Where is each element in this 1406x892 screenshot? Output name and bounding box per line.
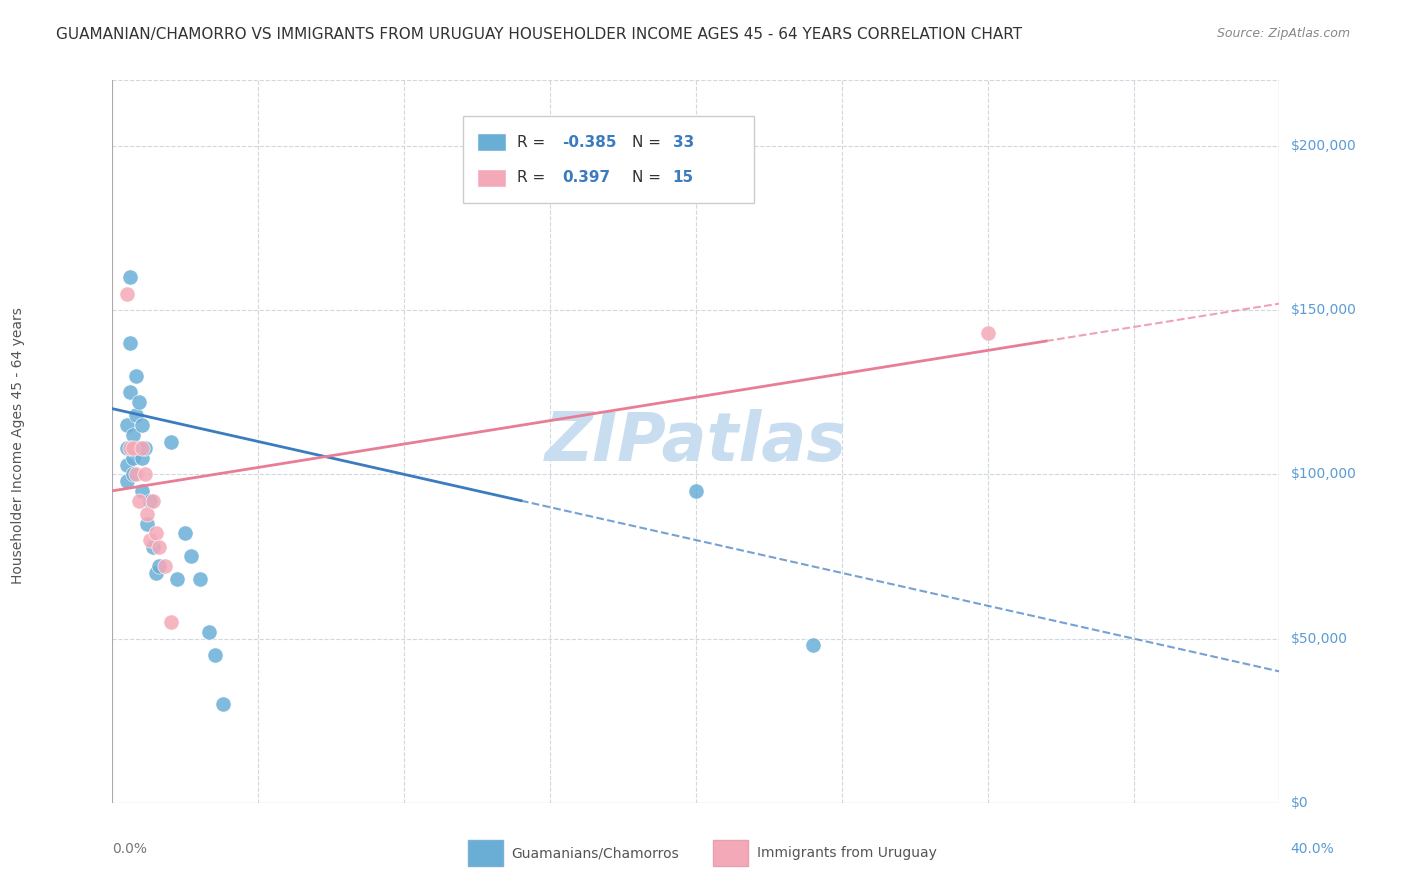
- Point: [801, 638, 824, 652]
- Text: Immigrants from Uruguay: Immigrants from Uruguay: [756, 847, 936, 861]
- Point: [142, 540, 165, 554]
- Text: 40.0%: 40.0%: [1291, 842, 1334, 855]
- Point: [115, 458, 138, 472]
- Point: [128, 493, 150, 508]
- Point: [131, 418, 153, 433]
- Text: Source: ZipAtlas.com: Source: ZipAtlas.com: [1216, 27, 1350, 40]
- Point: [128, 395, 150, 409]
- Text: ZIPatlas: ZIPatlas: [546, 409, 846, 475]
- Point: [976, 326, 998, 341]
- FancyBboxPatch shape: [463, 117, 755, 203]
- Text: $50,000: $50,000: [1291, 632, 1347, 646]
- Point: [148, 559, 170, 574]
- Point: [174, 526, 197, 541]
- Point: [197, 625, 219, 640]
- Point: [160, 615, 183, 630]
- Point: [136, 507, 159, 521]
- Point: [125, 467, 148, 482]
- Text: $0: $0: [1291, 796, 1308, 810]
- FancyBboxPatch shape: [713, 840, 748, 866]
- Point: [136, 516, 159, 531]
- Point: [685, 483, 707, 498]
- Point: [115, 474, 138, 488]
- Text: N =: N =: [631, 135, 665, 150]
- Point: [131, 450, 153, 465]
- Text: 33: 33: [672, 135, 695, 150]
- Point: [212, 698, 235, 712]
- FancyBboxPatch shape: [468, 840, 503, 866]
- Text: $100,000: $100,000: [1291, 467, 1357, 482]
- Point: [122, 441, 145, 455]
- Point: [160, 434, 183, 449]
- Point: [188, 573, 211, 587]
- Point: [145, 526, 167, 541]
- Point: [131, 483, 153, 498]
- Point: [142, 493, 165, 508]
- Text: -0.385: -0.385: [562, 135, 616, 150]
- Point: [134, 441, 156, 455]
- Text: R =: R =: [517, 135, 551, 150]
- Point: [118, 336, 141, 351]
- Point: [125, 368, 148, 383]
- Text: 15: 15: [672, 170, 693, 186]
- Point: [139, 493, 162, 508]
- Point: [118, 441, 141, 455]
- Point: [122, 467, 145, 482]
- Point: [122, 428, 145, 442]
- Text: Householder Income Ages 45 - 64 years: Householder Income Ages 45 - 64 years: [11, 308, 25, 584]
- Point: [180, 549, 202, 564]
- Point: [115, 441, 138, 455]
- Point: [139, 533, 162, 547]
- Point: [134, 467, 156, 482]
- Point: [115, 418, 138, 433]
- Point: [131, 441, 153, 455]
- Text: GUAMANIAN/CHAMORRO VS IMMIGRANTS FROM URUGUAY HOUSEHOLDER INCOME AGES 45 - 64 YE: GUAMANIAN/CHAMORRO VS IMMIGRANTS FROM UR…: [56, 27, 1022, 42]
- Text: N =: N =: [631, 170, 665, 186]
- Text: R =: R =: [517, 170, 555, 186]
- Text: $200,000: $200,000: [1291, 139, 1357, 153]
- Point: [115, 286, 138, 301]
- FancyBboxPatch shape: [477, 169, 506, 186]
- Point: [145, 566, 167, 580]
- Point: [118, 385, 141, 400]
- Point: [128, 441, 150, 455]
- Point: [153, 559, 176, 574]
- Text: 0.397: 0.397: [562, 170, 610, 186]
- Point: [122, 450, 145, 465]
- Text: Guamanians/Chamorros: Guamanians/Chamorros: [512, 847, 679, 861]
- Text: $150,000: $150,000: [1291, 303, 1357, 318]
- Text: 0.0%: 0.0%: [112, 842, 148, 855]
- Point: [125, 409, 148, 423]
- Point: [204, 648, 226, 662]
- FancyBboxPatch shape: [477, 134, 506, 152]
- Point: [118, 270, 141, 285]
- Point: [166, 573, 188, 587]
- Point: [148, 540, 170, 554]
